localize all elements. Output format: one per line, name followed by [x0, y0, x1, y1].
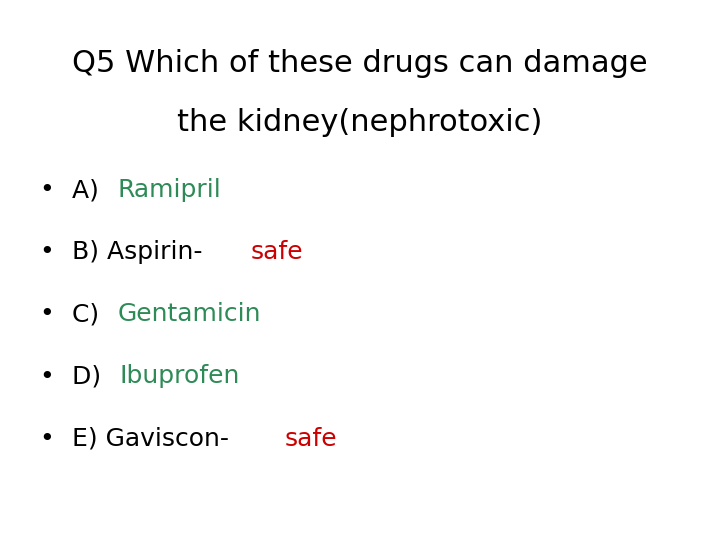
Text: D): D): [72, 364, 109, 388]
Text: Q5 Which of these drugs can damage: Q5 Which of these drugs can damage: [72, 49, 648, 78]
Text: Ramipril: Ramipril: [117, 178, 221, 202]
Text: Ibuprofen: Ibuprofen: [120, 364, 240, 388]
Text: safe: safe: [251, 240, 303, 264]
Text: •: •: [40, 427, 54, 450]
Text: the kidney(nephrotoxic): the kidney(nephrotoxic): [177, 108, 543, 137]
Text: •: •: [40, 178, 54, 202]
Text: •: •: [40, 240, 54, 264]
Text: Gentamicin: Gentamicin: [117, 302, 261, 326]
Text: •: •: [40, 302, 54, 326]
Text: B) Aspirin-: B) Aspirin-: [72, 240, 210, 264]
Text: safe: safe: [285, 427, 338, 450]
Text: •: •: [40, 364, 54, 388]
Text: A): A): [72, 178, 107, 202]
Text: C): C): [72, 302, 107, 326]
Text: E) Gaviscon-: E) Gaviscon-: [72, 427, 237, 450]
